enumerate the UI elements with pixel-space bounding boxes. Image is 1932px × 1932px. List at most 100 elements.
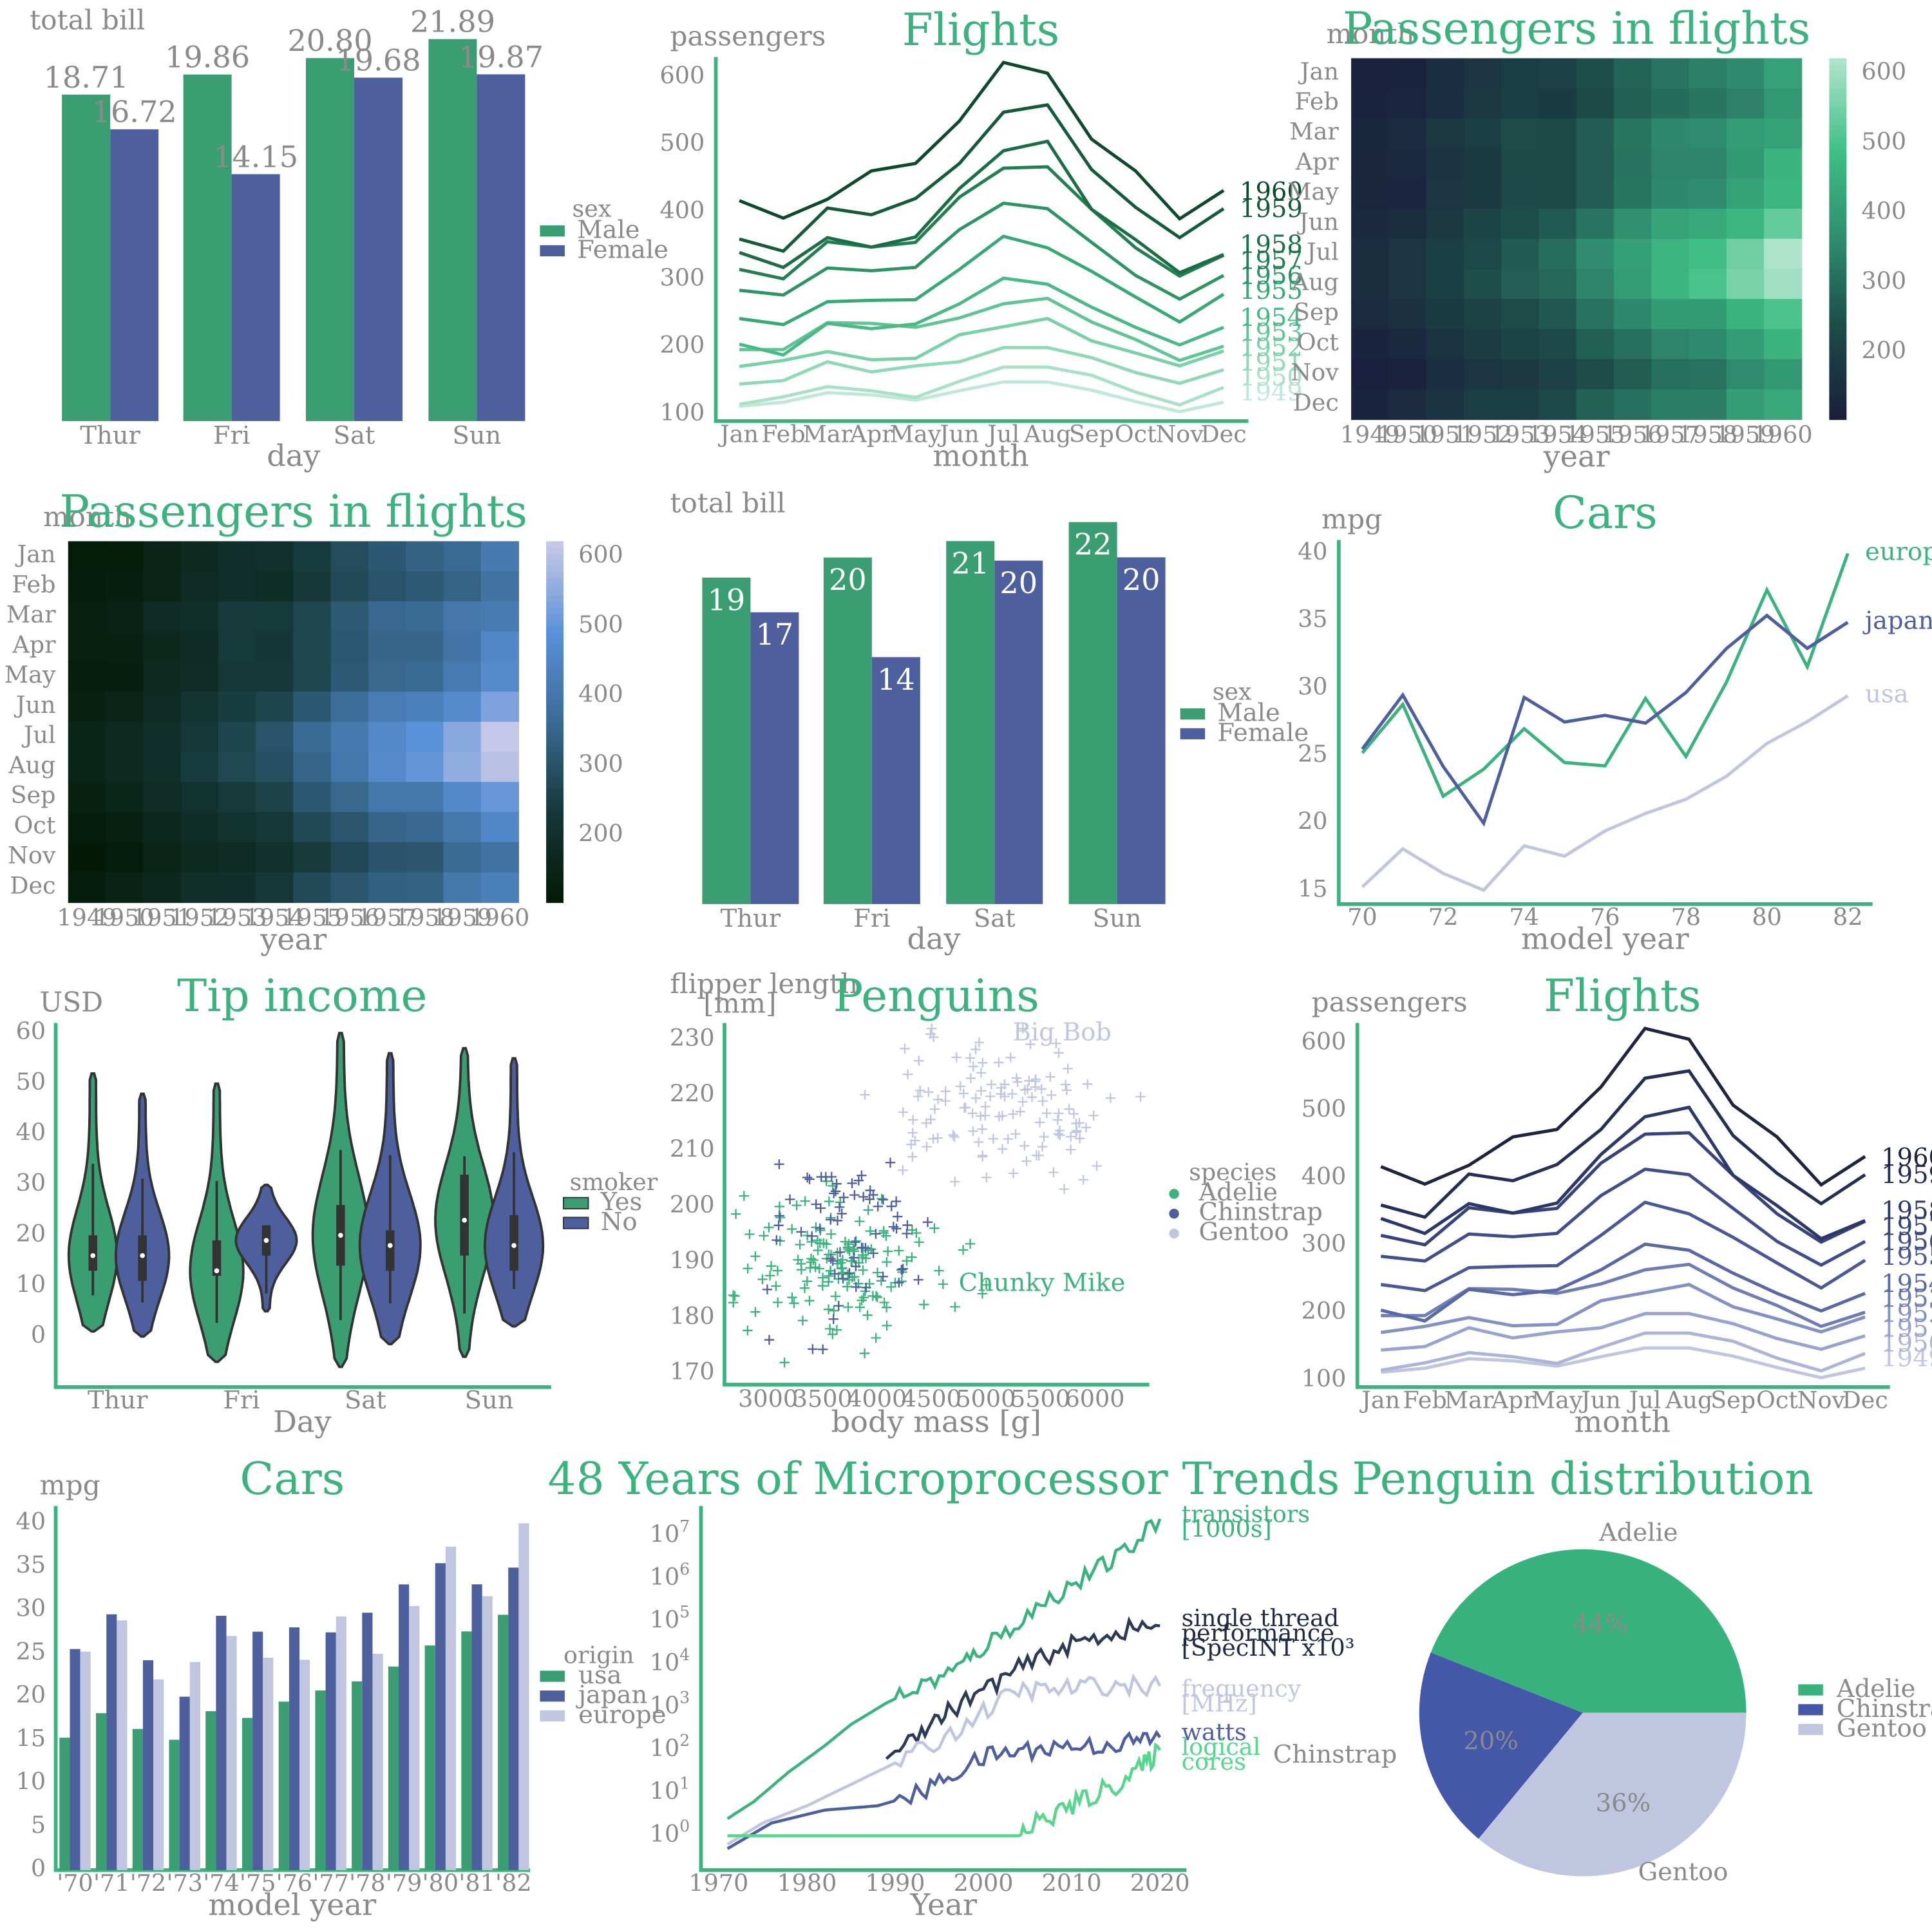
colorbar-segment: [1829, 359, 1847, 366]
x-tick-label: Sep: [1069, 420, 1114, 448]
heat-cell: [1463, 269, 1502, 300]
heat-cell: [1351, 359, 1390, 390]
heat-cell: [1501, 58, 1540, 90]
heat-cell: [180, 692, 219, 723]
y-tick-label: 15: [16, 1724, 46, 1752]
scatter-point: [840, 1236, 851, 1247]
y-tick-label: 60: [16, 1018, 46, 1045]
heat-cell: [1651, 58, 1690, 90]
colorbar-segment: [546, 775, 564, 783]
colorbar-segment: [1829, 335, 1847, 342]
scatter-point: [797, 1315, 808, 1326]
heat-cell: [218, 872, 257, 904]
heat-cell: [1426, 269, 1464, 300]
scatter-point: [831, 1325, 842, 1335]
line-1951: [1381, 1312, 1866, 1352]
x-tick-label: 1990: [866, 1869, 925, 1897]
heat-cell: [1426, 118, 1464, 149]
y-tick-label: 5: [31, 1811, 46, 1839]
heat-cell: [293, 752, 332, 783]
colorbar-segment: [1829, 184, 1847, 191]
heat-cell: [256, 811, 294, 843]
heat-cell: [1351, 328, 1390, 360]
scatter-point: [830, 1291, 841, 1302]
scatter-point: [986, 1079, 997, 1090]
heat-cell: [1576, 88, 1615, 119]
colorbar-segment: [1829, 365, 1847, 372]
annotation-label: Chunky Mike: [959, 1268, 1126, 1297]
colorbar-segment: [546, 547, 564, 554]
scatter-point: [981, 1172, 992, 1183]
y-tick-label: Nov: [8, 842, 56, 869]
heat-cell: [330, 721, 369, 753]
y-tick-label: 35: [1298, 605, 1327, 633]
scatter-point: [799, 1283, 810, 1293]
scatter-point: [858, 1265, 868, 1275]
scatter-point: [1054, 1108, 1064, 1119]
colorbar-segment: [546, 806, 564, 813]
x-tick-label: 5000: [956, 1385, 1016, 1413]
colorbar-segment: [1829, 106, 1847, 113]
legend-label: Female: [577, 235, 668, 264]
scatter-point: [882, 1320, 892, 1331]
scatter-point: [929, 1104, 940, 1114]
y-tick-label: Nov: [1291, 359, 1339, 386]
y-tick-label: 200: [1302, 1297, 1347, 1325]
heat-cell: [218, 631, 257, 663]
heat-cell: [1613, 148, 1653, 180]
legend-swatch-gentoo: [1798, 1723, 1823, 1736]
scatter-point: [828, 1329, 838, 1340]
bar-usa-9: [388, 1666, 399, 1870]
scatter-point: [1065, 1144, 1076, 1155]
scatter-point: [1061, 1085, 1072, 1095]
colorbar-segment: [1829, 209, 1847, 216]
y-axis-label: month: [1327, 18, 1415, 50]
scatter-point: [831, 1179, 842, 1189]
scatter-point: [1083, 1079, 1093, 1089]
colorbar-segment: [546, 703, 564, 711]
heat-cell: [1613, 269, 1653, 300]
chart-title: Penguins: [833, 971, 1039, 1022]
scatter-point: [804, 1174, 815, 1184]
chart-flights1: passengers Flights 100 200 300 400 500 600 Jan Fe…: [660, 5, 1303, 473]
scatter-point: [902, 1256, 912, 1266]
heat-cell: [143, 811, 182, 843]
heat-cell: [1388, 178, 1427, 209]
heat-cell: [1764, 299, 1803, 330]
x-tick-label: Mar: [802, 420, 852, 448]
x-tick-label: Sun: [1093, 904, 1142, 933]
colorbar-segment: [1829, 401, 1847, 408]
scatter-point: [907, 1225, 918, 1235]
line-1959: [739, 103, 1225, 253]
heat-cell: [1463, 209, 1502, 240]
y-tick-label: 0: [31, 1854, 46, 1882]
line-label-1956: 1956: [1881, 1227, 1932, 1256]
scatter-point: [789, 1298, 799, 1309]
heat-cell: [1351, 209, 1390, 240]
y-tick-label: 40: [1298, 538, 1327, 565]
y-tick-label: 200: [660, 331, 705, 359]
scatter-point: [1135, 1092, 1146, 1102]
scatter-point: [837, 1255, 848, 1265]
scatter-point: [955, 1081, 965, 1092]
scatter-point: [1051, 1038, 1061, 1048]
colorbar-segment: [546, 571, 564, 578]
axis-line: [1355, 1023, 1890, 1389]
bar-male-fri: [183, 74, 232, 421]
heat-cell: [143, 721, 182, 753]
legend-label: Adelie: [1836, 1674, 1916, 1703]
x-tick-label: 78: [1671, 903, 1701, 931]
x-tick-label: Jun: [937, 420, 980, 448]
scatter-point: [950, 1302, 960, 1312]
chart-title: Tip income: [177, 971, 427, 1022]
x-tick-label: 1955: [1565, 421, 1625, 449]
heat-cell: [256, 631, 294, 663]
y-tick-label: Dec: [1293, 388, 1339, 416]
colorbar-segment: [546, 866, 564, 873]
y-axis-label: passengers: [1312, 987, 1468, 1018]
scatter-point: [919, 1300, 929, 1310]
heat-cell: [218, 782, 257, 813]
heat-cell: [406, 842, 444, 873]
heat-cell: [480, 811, 519, 843]
